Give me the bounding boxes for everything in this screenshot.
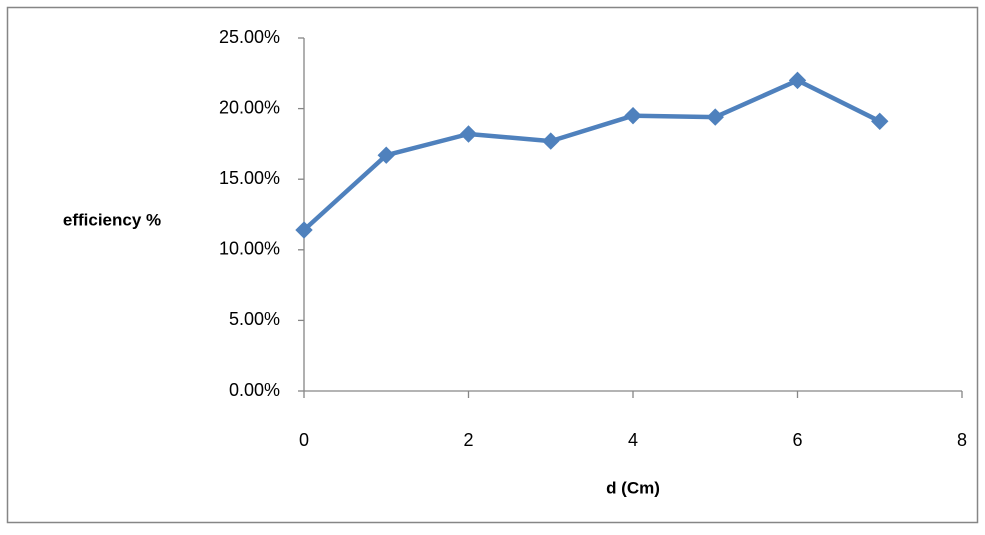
- series-line: [301, 78, 883, 233]
- data-point-marker: [788, 71, 807, 90]
- x-axis-title: d (Cm): [606, 478, 660, 497]
- data-point-marker: [295, 221, 313, 239]
- series: [295, 71, 889, 239]
- y-tick-label: 20.00%: [219, 97, 280, 117]
- x-tick-label: 4: [628, 430, 638, 450]
- data-point-marker: [706, 108, 724, 126]
- y-tick-label: 0.00%: [229, 380, 280, 400]
- x-tick-label: 6: [792, 430, 802, 450]
- x-tick-label: 0: [299, 430, 309, 450]
- data-point-marker: [542, 132, 560, 150]
- y-tick-label: 15.00%: [219, 168, 280, 188]
- data-point-marker: [871, 112, 889, 131]
- y-tick-labels: 0.00% 5.00% 10.00% 15.00% 20.00% 25.00%: [219, 27, 280, 400]
- data-point-marker: [377, 146, 395, 164]
- x-tick-labels: 0 2 4 6 8: [299, 430, 967, 450]
- data-point-marker: [459, 125, 478, 143]
- x-tick-label: 2: [463, 430, 473, 450]
- axes: [298, 37, 963, 398]
- y-tick-label: 5.00%: [229, 309, 280, 329]
- y-axis-title: efficiency %: [63, 210, 161, 229]
- y-tick-label: 10.00%: [219, 239, 280, 259]
- chart-border: [6, 6, 979, 524]
- x-tick-label: 8: [957, 430, 967, 450]
- data-point-marker: [624, 106, 642, 125]
- y-tick-label: 25.00%: [219, 27, 280, 47]
